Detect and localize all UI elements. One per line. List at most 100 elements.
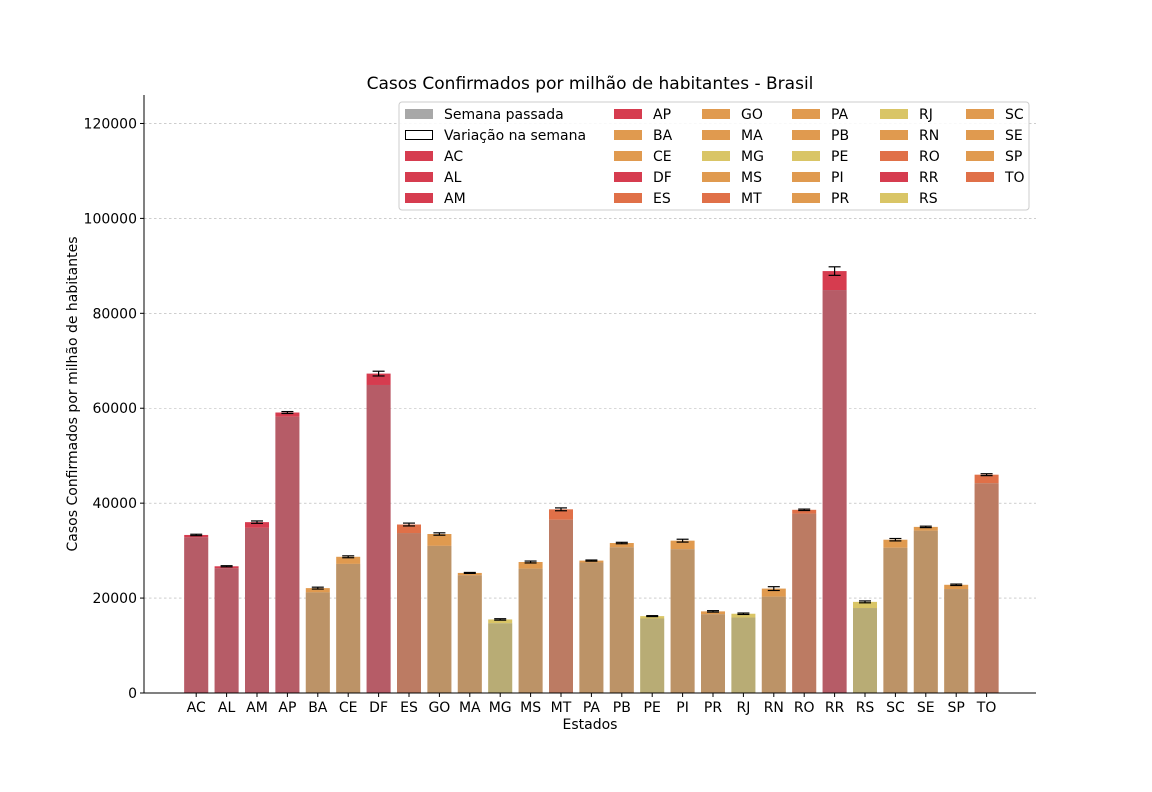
bar-variation-RJ	[731, 613, 756, 618]
legend-item-0: Semana passada	[405, 107, 564, 123]
x-tick-label-ES: ES	[400, 700, 418, 716]
legend-label: SE	[1005, 128, 1023, 144]
bar-last-week-shade-PB	[609, 547, 634, 693]
x-tick-label-PR: PR	[704, 700, 722, 716]
x-tick-label-TO: TO	[976, 700, 997, 716]
legend-swatch	[880, 109, 908, 119]
legend-swatch	[702, 151, 730, 161]
y-tick-label-5: 100000	[84, 211, 137, 227]
legend-label: MT	[741, 191, 762, 207]
x-tick-label-CE: CE	[339, 700, 358, 716]
legend-label: CE	[653, 149, 672, 165]
bar-last-week-shade-AP	[275, 416, 300, 693]
bar-last-week-BA	[305, 592, 330, 693]
legend-item-SE: SE	[966, 128, 1023, 144]
error-bar-PI	[676, 538, 689, 543]
bar-variation-MA	[457, 572, 482, 576]
x-axis-label: Estados	[563, 717, 618, 733]
x-tick-label-PB: PB	[613, 700, 631, 716]
x-tick-label-AC: AC	[187, 700, 206, 716]
legend-swatch	[966, 172, 994, 182]
legend-item-RN: RN	[880, 128, 939, 144]
bar-last-week-shade-AM	[245, 527, 269, 693]
bar-last-week-PE	[640, 618, 665, 693]
bar-variation-MG	[488, 619, 513, 624]
bar-variation-BA	[305, 588, 330, 593]
error-bar-MS	[524, 560, 537, 564]
legend-label: SC	[1005, 107, 1024, 123]
legend: Semana passada Variação na semana AC AL AM AP…	[398, 101, 1030, 211]
error-bar-AL	[220, 565, 233, 568]
error-bar-AM	[251, 520, 263, 524]
x-tick-label-PA: PA	[583, 700, 601, 716]
bar-variation-PI	[670, 540, 695, 550]
error-bar-SP	[950, 583, 963, 587]
legend-item-GO: GO	[702, 107, 763, 123]
bar-last-week-shade-ES	[397, 533, 421, 693]
error-bar-PE	[646, 615, 659, 618]
bar-last-week-RJ	[731, 617, 756, 693]
bar-variation-MS	[518, 562, 543, 569]
error-bar-MG	[494, 618, 507, 621]
x-tick-label-AL: AL	[218, 700, 236, 716]
legend-item-CE: CE	[614, 149, 672, 165]
bar-variation-PE	[640, 616, 665, 619]
legend-label: Semana passada	[444, 107, 564, 123]
legend-swatch	[880, 130, 908, 140]
error-bar-TO	[980, 473, 993, 477]
legend-item-AP: AP	[614, 107, 671, 123]
bar-last-week-SP	[944, 589, 969, 693]
y-ticks: 0 20000 40000 60000 80000 100000 120000	[84, 116, 144, 702]
legend-label: PI	[831, 170, 844, 186]
bar-variation-RN	[761, 588, 786, 597]
legend-label: AC	[444, 149, 463, 165]
bar-last-week-GO	[427, 545, 452, 693]
y-tick-label-2: 40000	[92, 496, 137, 512]
legend-item-AC: AC	[405, 149, 463, 165]
y-tick-label-6: 120000	[84, 116, 137, 132]
bar-last-week-AL	[214, 568, 239, 693]
legend-swatch	[614, 193, 642, 203]
legend-label: RN	[919, 128, 939, 144]
error-bar-PB	[615, 541, 628, 545]
bar-variation-SE	[913, 526, 938, 531]
bar-variation-DF	[366, 373, 391, 385]
legend-swatch	[405, 172, 433, 182]
bar-last-week-AM	[245, 527, 269, 693]
legend-item-MG: MG	[702, 149, 764, 165]
legend-label: AP	[653, 107, 671, 123]
bar-last-week-RS	[853, 608, 877, 693]
x-tick-label-RJ: RJ	[736, 700, 750, 716]
legend-label: TO	[1004, 170, 1025, 186]
bar-last-week-RR	[822, 290, 847, 693]
error-bar-SE	[919, 525, 932, 529]
bar-last-week-ES	[397, 533, 421, 693]
legend-swatch	[702, 193, 730, 203]
bar-last-week-MT	[549, 519, 573, 693]
legend-swatch	[702, 172, 730, 182]
error-bar-AP	[281, 410, 294, 415]
bar-last-week-PA	[579, 562, 604, 693]
legend-label: SP	[1005, 149, 1022, 165]
bar-last-week-shade-SE	[913, 530, 938, 693]
bar-last-week-shade-CE	[336, 563, 361, 693]
legend-item-RS: RS	[880, 191, 938, 207]
legend-swatch	[614, 172, 642, 182]
legend-swatch	[405, 109, 433, 119]
x-tick-label-SE: SE	[917, 700, 935, 716]
x-tick-label-PI: PI	[676, 700, 689, 716]
legend-label: GO	[741, 107, 763, 123]
legend-label: PR	[831, 191, 849, 207]
legend-swatch	[792, 109, 820, 119]
error-bar-RN	[767, 586, 780, 592]
error-bar-RJ	[737, 612, 750, 616]
bar-last-week-PI	[670, 549, 695, 693]
legend-label: PB	[831, 128, 849, 144]
bar-last-week-shade-SC	[883, 547, 908, 693]
legend-label: RO	[919, 149, 940, 165]
error-bar-RO	[798, 508, 811, 512]
error-bar-ES	[403, 522, 415, 527]
error-bar-CE	[342, 555, 355, 559]
legend-swatch	[792, 193, 820, 203]
